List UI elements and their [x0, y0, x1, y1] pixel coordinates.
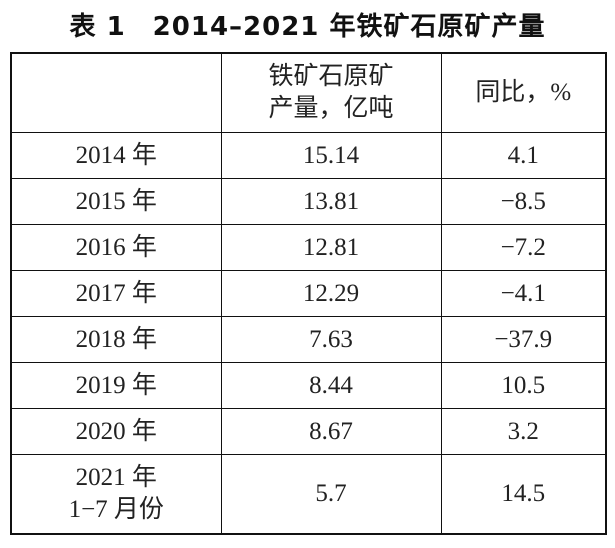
table-row: 2015 年 13.81 −8.5: [10, 178, 607, 225]
cell: 8.44: [220, 362, 442, 409]
cell: −37.9: [440, 316, 607, 363]
table: 铁矿石原矿 产量，亿吨 同比，% 2014 年 15.14 4.1 2015 年 13.…: [10, 52, 607, 535]
table-row: 2021 年 1−7 月份 5.7 14.5: [10, 454, 607, 535]
cell: 13.81: [220, 178, 442, 225]
cell: 15.14: [220, 132, 442, 179]
table-row: 2017 年 12.29 −4.1: [10, 270, 607, 317]
cell: −8.5: [440, 178, 607, 225]
cell: −7.2: [440, 224, 607, 271]
table-row: 2014 年 15.14 4.1: [10, 132, 607, 179]
cell: 12.81: [220, 224, 442, 271]
cell: 5.7: [220, 454, 442, 535]
cell: 3.2: [440, 408, 607, 455]
cell: 7.63: [220, 316, 442, 363]
row-label: 2021 年 1−7 月份: [10, 454, 222, 535]
cell: 10.5: [440, 362, 607, 409]
row-label: 2019 年: [10, 362, 222, 409]
cell: 14.5: [440, 454, 607, 535]
table-title: 表 1 2014–2021 年铁矿石原矿产量: [69, 12, 546, 42]
cell: −4.1: [440, 270, 607, 317]
row-label: 2014 年: [10, 132, 222, 179]
row-label: 2015 年: [10, 178, 222, 225]
table-row: 2016 年 12.81 −7.2: [10, 224, 607, 271]
cell: 8.67: [220, 408, 442, 455]
corner-cell: [10, 52, 222, 133]
table-row: 2018 年 7.63 −37.9: [10, 316, 607, 363]
header-cell: 同比，%: [440, 52, 607, 133]
row-label: 2016 年: [10, 224, 222, 271]
row-label: 2020 年: [10, 408, 222, 455]
header-cell: 铁矿石原矿 产量，亿吨: [220, 52, 442, 133]
table-row: 2020 年 8.67 3.2: [10, 408, 607, 455]
row-label: 2017 年: [10, 270, 222, 317]
row-label: 2018 年: [10, 316, 222, 363]
cell: 12.29: [220, 270, 442, 317]
table-row: 2019 年 8.44 10.5: [10, 362, 607, 409]
header-row: 铁矿石原矿 产量，亿吨 同比，%: [10, 52, 607, 133]
cell: 4.1: [440, 132, 607, 179]
